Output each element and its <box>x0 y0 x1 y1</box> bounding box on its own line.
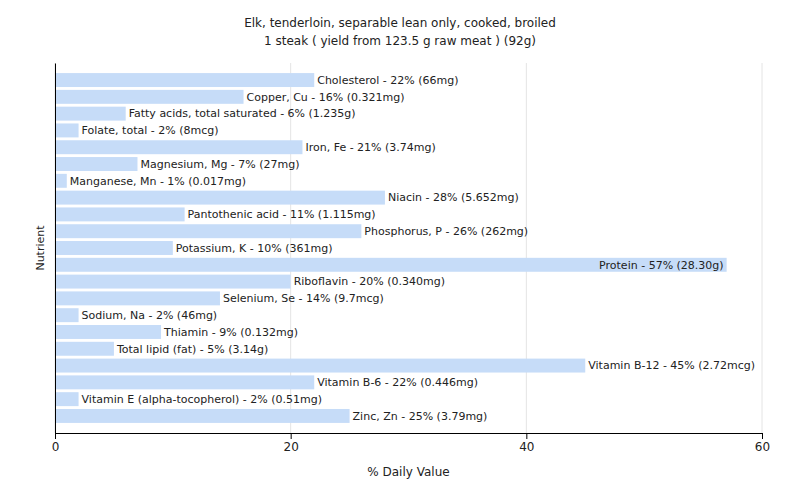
x-tick-mark <box>55 433 56 439</box>
bar <box>55 207 185 221</box>
x-tick-label: 60 <box>755 440 770 454</box>
bar <box>55 258 727 272</box>
bar <box>55 157 137 171</box>
bar <box>55 342 114 356</box>
y-axis <box>55 64 56 434</box>
bar <box>55 392 79 406</box>
grid-line <box>55 63 56 433</box>
bar <box>55 375 314 389</box>
bar <box>55 140 302 154</box>
x-tick-label: 20 <box>284 440 299 454</box>
bar <box>55 107 126 121</box>
x-axis-line <box>56 433 763 434</box>
data-label: Vitamin B-12 - 45% (2.72mcg) <box>588 359 755 372</box>
x-axis-title: % Daily Value <box>367 465 449 479</box>
bar <box>55 73 314 87</box>
data-label: Pantothenic acid - 11% (1.115mg) <box>188 208 376 221</box>
bar <box>55 224 361 238</box>
y-axis-title: Nutrient <box>34 225 47 271</box>
data-label: Vitamin B-6 - 22% (0.446mg) <box>317 376 478 389</box>
grid-line <box>762 63 763 433</box>
bar <box>55 359 585 373</box>
data-label: Manganese, Mn - 1% (0.017mg) <box>70 175 246 188</box>
x-tick: 40 <box>519 433 534 454</box>
data-label: Copper, Cu - 16% (0.321mg) <box>247 91 405 104</box>
data-label: Selenium, Se - 14% (9.7mcg) <box>223 292 384 305</box>
x-tick-label: 40 <box>519 440 534 454</box>
data-label: Protein - 57% (28.30g) <box>599 259 724 272</box>
grid-line <box>526 63 527 433</box>
subtitle: 1 steak ( yield from 123.5 g raw meat ) … <box>264 34 536 48</box>
data-label: Riboflavin - 20% (0.340mg) <box>294 275 445 288</box>
bar <box>55 308 79 322</box>
data-label: Niacin - 28% (5.652mg) <box>388 191 519 204</box>
y-axis-line <box>55 64 56 434</box>
x-tick-label: 0 <box>52 440 60 454</box>
bar <box>55 325 161 339</box>
data-label: Vitamin E (alpha-tocopherol) - 2% (0.51m… <box>82 393 322 406</box>
title: Elk, tenderloin, separable lean only, co… <box>244 16 556 30</box>
data-label: Zinc, Zn - 25% (3.79mg) <box>353 410 488 423</box>
bar <box>55 241 173 255</box>
data-label: Folate, total - 2% (8mcg) <box>82 124 219 137</box>
x-axis: 0 20 40 60 <box>52 433 770 454</box>
bar <box>55 275 291 289</box>
data-label: Phosphorus, P - 26% (262mg) <box>364 225 528 238</box>
x-tick: 60 <box>755 433 770 454</box>
data-label: Sodium, Na - 2% (46mg) <box>82 309 218 322</box>
x-tick: 0 <box>52 433 60 454</box>
x-tick-mark <box>291 433 292 439</box>
data-label: Cholesterol - 22% (66mg) <box>317 74 458 87</box>
bar <box>55 409 350 423</box>
data-label: Magnesium, Mg - 7% (27mg) <box>140 158 299 171</box>
grid <box>55 63 762 433</box>
data-label: Fatty acids, total saturated - 6% (1.235… <box>129 107 356 120</box>
data-label: Potassium, K - 10% (361mg) <box>176 242 333 255</box>
bar <box>55 191 385 205</box>
x-tick-mark <box>762 433 763 439</box>
bar <box>55 90 244 104</box>
bar <box>55 123 79 137</box>
bar <box>55 174 67 188</box>
x-tick-mark <box>526 433 527 439</box>
plot: 0 20 40 60 Cholesterol - 22% (66mg) Copper, C… <box>52 63 770 454</box>
bar <box>55 291 220 305</box>
data-label: Thiamin - 9% (0.132mg) <box>163 326 298 339</box>
x-tick: 20 <box>284 433 299 454</box>
data-label: Total lipid (fat) - 5% (3.14g) <box>116 343 268 356</box>
chart: 0 20 40 60 Cholesterol - 22% (66mg) Copper, C… <box>0 0 800 500</box>
data-labels: Cholesterol - 22% (66mg) Copper, Cu - 16%… <box>70 74 755 423</box>
data-label: Iron, Fe - 21% (3.74mg) <box>305 141 435 154</box>
